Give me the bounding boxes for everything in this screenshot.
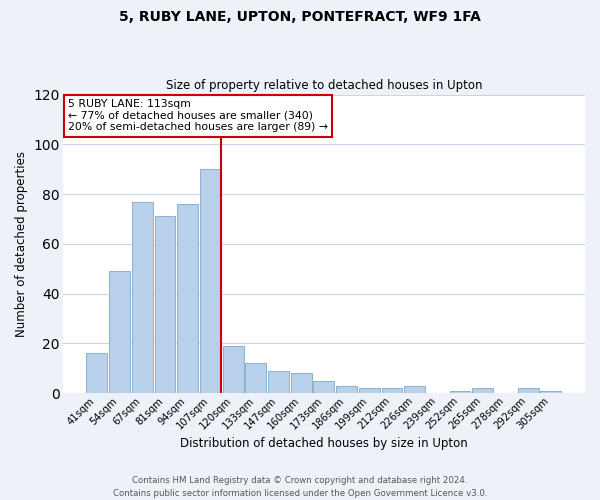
Bar [404,386,425,393]
Bar [245,363,266,393]
Bar [382,388,403,393]
Bar [155,216,175,393]
Bar [109,271,130,393]
Bar [472,388,493,393]
Bar [313,380,334,393]
Bar [177,204,198,393]
Text: 5, RUBY LANE, UPTON, PONTEFRACT, WF9 1FA: 5, RUBY LANE, UPTON, PONTEFRACT, WF9 1FA [119,10,481,24]
Bar [86,353,107,393]
Bar [336,386,357,393]
Bar [268,370,289,393]
Text: 5 RUBY LANE: 113sqm
← 77% of detached houses are smaller (340)
20% of semi-detac: 5 RUBY LANE: 113sqm ← 77% of detached ho… [68,99,328,132]
Bar [541,390,561,393]
X-axis label: Distribution of detached houses by size in Upton: Distribution of detached houses by size … [180,437,468,450]
Y-axis label: Number of detached properties: Number of detached properties [15,151,28,337]
Text: Contains HM Land Registry data © Crown copyright and database right 2024.
Contai: Contains HM Land Registry data © Crown c… [113,476,487,498]
Bar [132,202,153,393]
Title: Size of property relative to detached houses in Upton: Size of property relative to detached ho… [166,79,482,92]
Bar [449,390,470,393]
Bar [518,388,539,393]
Bar [359,388,380,393]
Bar [223,346,244,393]
Bar [200,169,221,393]
Bar [291,373,311,393]
